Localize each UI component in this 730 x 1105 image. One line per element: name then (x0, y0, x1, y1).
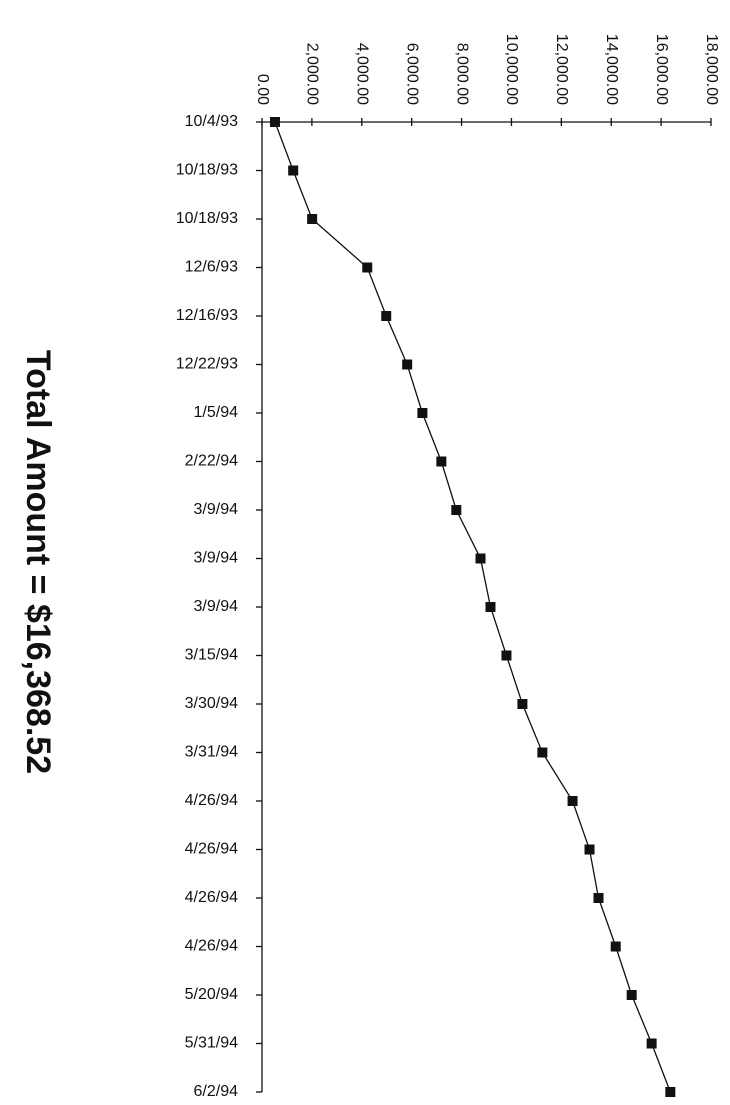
y-tick-label: 12/16/93 (176, 307, 238, 324)
y-tick-label: 5/20/94 (185, 986, 238, 1003)
x-tick-label: 4,000.00 (354, 43, 371, 105)
data-point (362, 262, 373, 273)
y-tick-label: 10/18/93 (176, 162, 238, 179)
y-tick-label: 3/9/94 (194, 550, 239, 567)
y-tick-label: 3/9/94 (194, 501, 239, 518)
x-tick-label: 18,000.00 (703, 34, 720, 105)
y-tick-label: 12/6/93 (185, 259, 238, 276)
y-tick-label: 10/18/93 (176, 210, 238, 227)
x-tick-label: 14,000.00 (603, 34, 620, 105)
y-tick-label: 12/22/93 (176, 356, 238, 373)
data-point (537, 747, 548, 758)
y-tick-label: 3/31/94 (185, 744, 238, 761)
y-tick-label: 2/22/94 (185, 453, 238, 470)
data-point (402, 359, 413, 370)
x-tick-label: 16,000.00 (653, 34, 670, 105)
data-point (567, 796, 578, 806)
y-tick-label: 5/31/94 (185, 1035, 238, 1052)
x-tick-label: 6,000.00 (403, 43, 420, 105)
x-tick-label: 12,000.00 (553, 34, 570, 105)
x-tick-label: 0.00 (254, 74, 271, 105)
data-point (307, 214, 318, 224)
data-point (646, 1038, 657, 1049)
x-tick-label: 2,000.00 (304, 43, 321, 105)
y-tick-label: 6/2/94 (194, 1083, 239, 1100)
data-point (626, 990, 637, 1000)
data-point (610, 941, 621, 952)
y-tick-label: 3/9/94 (194, 598, 239, 615)
chart-title: Total Amount = $16,368.52 (19, 350, 57, 774)
y-tick-label: 4/26/94 (185, 938, 238, 955)
x-tick-label: 8,000.00 (453, 43, 470, 105)
y-tick-label: 3/15/94 (185, 647, 238, 664)
y-tick-label: 4/26/94 (185, 889, 238, 906)
data-point (381, 311, 392, 321)
y-tick-label: 4/26/94 (185, 792, 238, 809)
data-point (501, 650, 512, 661)
data-point (288, 165, 299, 176)
y-tick-label: 4/26/94 (185, 841, 238, 858)
y-tick-label: 1/5/94 (194, 404, 239, 421)
y-tick-label: 3/30/94 (185, 695, 238, 712)
data-point (451, 505, 462, 515)
x-tick-label: 10,000.00 (503, 34, 520, 105)
y-tick-label: 10/4/93 (185, 113, 238, 130)
data-point (417, 408, 428, 418)
data-point (665, 1087, 676, 1097)
data-point (436, 456, 447, 467)
data-point (269, 117, 280, 127)
data-point (475, 553, 486, 564)
data-point (485, 602, 496, 612)
data-point (584, 844, 595, 855)
data-point (517, 699, 528, 709)
data-point (593, 893, 604, 903)
